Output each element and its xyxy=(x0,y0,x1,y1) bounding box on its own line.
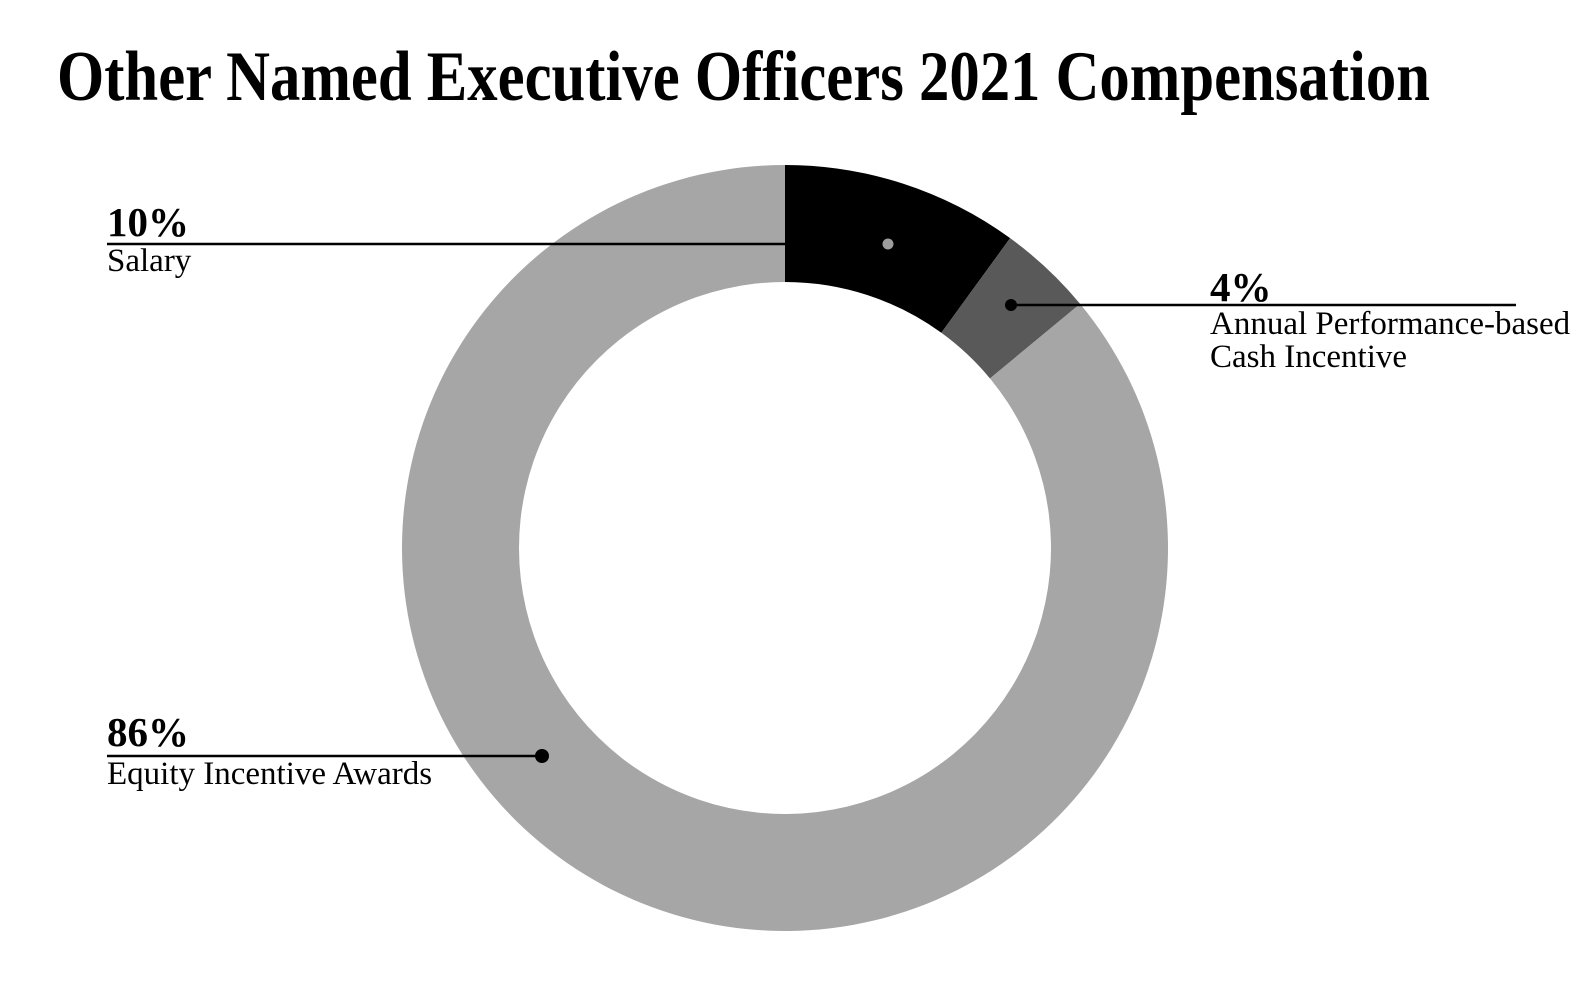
callout-equity-awards-label-wrap: Equity Incentive Awards xyxy=(107,758,432,791)
donut-slice-equity-awards xyxy=(402,165,1169,932)
callout-cash-incentive-label-wrap: Annual Performance-based Cash Incentive xyxy=(1210,308,1570,374)
callout-salary-label-wrap: Salary xyxy=(107,245,191,278)
anchor-dot-salary xyxy=(882,238,894,250)
callout-equity-awards-label: Equity Incentive Awards xyxy=(107,756,433,792)
chart-title: Other Named Executive Officers 2021 Comp… xyxy=(57,38,1430,116)
callout-salary-label: Salary xyxy=(107,243,192,279)
anchor-dot-equity-awards xyxy=(535,749,549,763)
donut-slices xyxy=(402,165,1169,932)
donut-slice-salary xyxy=(785,165,1011,333)
anchor-dot-cash-incentive xyxy=(1005,299,1017,311)
callout-equity-awards-percent: 86% xyxy=(107,709,189,755)
callout-cash-incentive-percent: 4% xyxy=(1210,264,1272,310)
callout-salary-percent: 10% xyxy=(107,199,189,245)
callout-cash-incentive: 4% xyxy=(1210,267,1272,308)
callout-cash-incentive-label: Annual Performance-based Cash Incentive xyxy=(1210,306,1571,375)
callout-equity-awards: 86% xyxy=(107,712,189,753)
callout-salary: 10% xyxy=(107,202,189,243)
